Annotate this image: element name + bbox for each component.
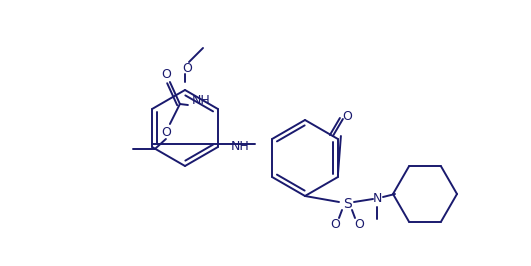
Text: O: O — [161, 126, 171, 139]
Text: O: O — [342, 110, 352, 123]
Text: O: O — [330, 218, 340, 231]
Text: O: O — [354, 218, 364, 231]
Text: NH: NH — [192, 94, 210, 107]
Text: NH: NH — [230, 139, 250, 152]
Text: O: O — [161, 68, 171, 81]
Text: O: O — [182, 61, 192, 74]
Text: S: S — [342, 197, 352, 211]
Text: N: N — [372, 193, 382, 206]
